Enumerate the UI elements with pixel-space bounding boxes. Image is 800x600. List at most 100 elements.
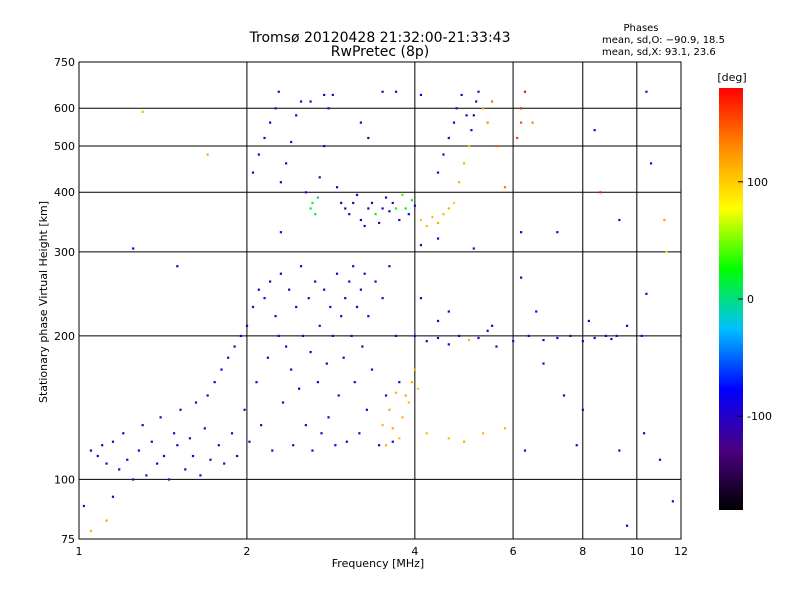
- data-point: [413, 368, 417, 371]
- data-point: [394, 391, 398, 394]
- data-point: [132, 478, 135, 481]
- data-point: [407, 401, 410, 404]
- data-point: [179, 408, 182, 411]
- data-point: [274, 107, 277, 110]
- data-point: [463, 162, 466, 165]
- data-point: [96, 454, 99, 458]
- data-point: [327, 416, 330, 419]
- data-point: [398, 381, 401, 384]
- data-point: [410, 199, 413, 202]
- data-point: [618, 218, 621, 222]
- data-point: [263, 136, 266, 140]
- y-tick-label: 400: [54, 186, 75, 199]
- data-point: [486, 121, 489, 124]
- data-point: [367, 315, 370, 318]
- data-point: [311, 449, 314, 452]
- data-point: [301, 334, 305, 338]
- data-point: [209, 458, 212, 461]
- data-point: [512, 340, 515, 343]
- chart-title: Tromsø 20120428 21:32:00-21:33:43: [249, 30, 511, 46]
- data-point: [243, 408, 246, 411]
- data-point: [236, 454, 239, 458]
- data-point: [458, 181, 461, 184]
- data-point: [477, 90, 480, 93]
- y-axis-label: Stationary phase Virtual Height [km]: [37, 201, 50, 403]
- data-point: [455, 107, 458, 110]
- colorbar-tick-label: -100: [747, 410, 772, 423]
- data-point: [460, 93, 463, 97]
- data-point: [465, 114, 468, 117]
- data-point: [260, 424, 263, 427]
- data-point: [482, 107, 485, 110]
- data-point: [542, 362, 545, 365]
- data-point: [105, 462, 108, 465]
- data-point: [304, 191, 307, 194]
- data-point: [495, 144, 498, 148]
- data-point: [122, 432, 125, 435]
- data-point: [467, 144, 471, 148]
- data-point: [447, 136, 450, 140]
- data-point: [416, 387, 420, 390]
- data-point: [320, 432, 323, 435]
- data-point: [284, 345, 288, 348]
- data-point: [645, 90, 648, 93]
- data-point: [355, 193, 359, 197]
- data-point: [394, 334, 398, 338]
- data-point: [381, 424, 384, 427]
- data-point: [523, 90, 527, 93]
- data-point: [587, 319, 590, 323]
- data-point: [463, 440, 466, 443]
- data-point: [279, 231, 282, 234]
- data-points: [82, 90, 674, 533]
- data-point: [413, 334, 417, 338]
- data-point: [194, 401, 198, 404]
- data-point: [581, 408, 584, 411]
- data-point: [431, 215, 434, 219]
- data-point: [188, 437, 192, 440]
- data-point: [447, 343, 450, 346]
- data-point: [295, 305, 298, 309]
- data-point: [292, 444, 295, 447]
- colorbar-tick-label: 0: [747, 293, 754, 306]
- data-point: [436, 221, 440, 225]
- data-point: [413, 204, 417, 207]
- data-point: [556, 336, 559, 340]
- x-tick-label: 4: [411, 545, 418, 558]
- data-point: [542, 338, 545, 342]
- data-point: [490, 324, 494, 327]
- data-point: [615, 334, 618, 338]
- colorbar-label: [deg]: [717, 71, 746, 84]
- data-point: [89, 529, 93, 533]
- phase-info-x: mean, sd,X: 93.1, 23.6: [602, 47, 716, 58]
- data-point: [410, 381, 413, 384]
- data-point: [374, 280, 377, 283]
- data-point: [359, 121, 362, 124]
- data-point: [581, 340, 584, 343]
- data-point: [191, 454, 195, 458]
- data-point: [309, 350, 312, 354]
- data-point: [640, 334, 643, 338]
- data-point: [335, 272, 339, 275]
- data-point: [458, 334, 461, 338]
- data-point: [436, 319, 440, 323]
- x-tick-label: 12: [674, 545, 688, 558]
- data-point: [348, 280, 351, 283]
- data-point: [477, 336, 480, 340]
- data-point: [384, 196, 388, 199]
- data-point: [176, 265, 179, 268]
- data-point: [206, 394, 209, 397]
- data-point: [344, 297, 347, 300]
- data-point: [311, 201, 314, 205]
- data-point: [658, 458, 662, 461]
- data-point: [388, 210, 391, 213]
- data-point: [352, 201, 355, 205]
- data-point: [381, 207, 384, 210]
- data-point: [329, 305, 332, 309]
- data-point: [398, 218, 401, 222]
- data-point: [223, 462, 226, 465]
- data-point: [365, 408, 368, 411]
- data-point: [239, 334, 242, 338]
- data-point: [255, 381, 258, 384]
- data-point: [251, 305, 255, 309]
